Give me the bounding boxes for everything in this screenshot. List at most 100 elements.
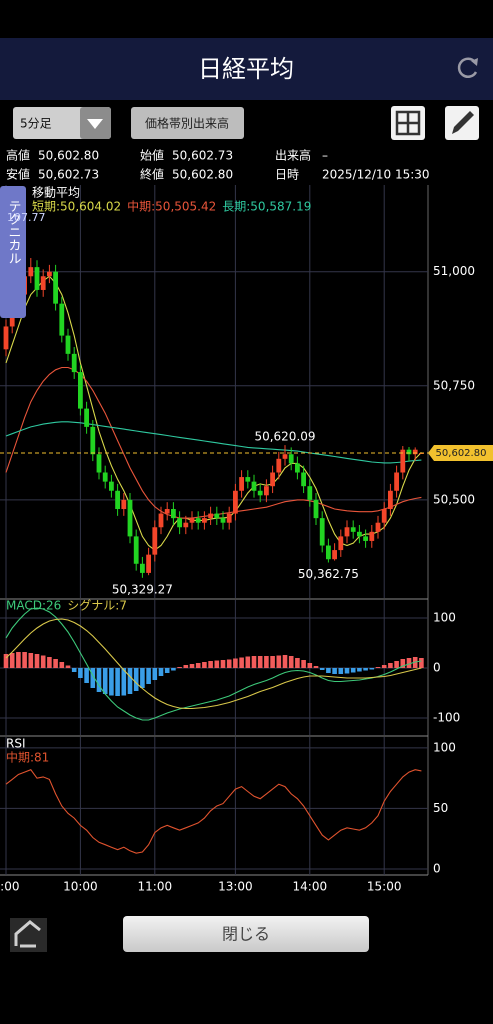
- technical-tab[interactable]: テクニカル 107.77: [0, 186, 46, 318]
- candle-body: [78, 372, 83, 409]
- histogram-bar: [47, 657, 52, 668]
- candle-body: [140, 563, 145, 573]
- icon-glyph: [14, 920, 41, 948]
- header-title: 日経平均: [198, 55, 294, 83]
- last-price-tag: [428, 444, 493, 461]
- x-tick-label: 9:00: [0, 880, 19, 894]
- candle-body: [40, 276, 46, 290]
- y-tick-label: 50: [433, 801, 448, 815]
- histogram-bar: [233, 658, 238, 668]
- histogram-bar: [195, 663, 201, 668]
- x-tick-label: 14:00: [293, 880, 328, 894]
- candle-body: [264, 486, 269, 496]
- histogram-bar: [363, 668, 368, 671]
- layout-button[interactable]: [391, 106, 425, 140]
- info-value: 50,602.73: [172, 149, 233, 163]
- candle-body: [375, 522, 381, 532]
- histogram-bar: [158, 668, 164, 676]
- candle-body: [226, 513, 232, 523]
- candle-body: [301, 472, 306, 487]
- refresh-arrow: [471, 58, 478, 66]
- y-tick-label: 100: [433, 740, 456, 754]
- histogram-bar: [202, 662, 207, 668]
- candle-body: [412, 449, 418, 455]
- candle-body: [71, 353, 77, 373]
- candle-body: [65, 335, 71, 354]
- histogram-bar: [270, 656, 275, 668]
- candle-body: [90, 426, 96, 455]
- indicator-line: [5, 607, 422, 721]
- price-annotation: 50,329.27: [112, 582, 173, 596]
- candle-body: [350, 527, 356, 532]
- histogram-bar: [121, 668, 127, 696]
- histogram-bar: [9, 653, 15, 668]
- candle-body: [164, 509, 170, 514]
- close-button[interactable]: 閉じる: [123, 916, 369, 952]
- candle-body: [109, 481, 114, 491]
- draw-button[interactable]: [445, 106, 479, 140]
- histogram-bar: [394, 661, 399, 668]
- info-label: 始値: [140, 148, 164, 163]
- y-tick-label: 51,000: [433, 264, 475, 278]
- interval-dropdown[interactable]: 5分足: [13, 107, 111, 139]
- histogram-bar: [226, 659, 232, 668]
- histogram-bar: [307, 663, 313, 668]
- candle-body: [326, 545, 331, 560]
- candle-body: [344, 527, 350, 537]
- candle-body: [400, 449, 406, 473]
- histogram-bar: [369, 668, 375, 670]
- tab-box: [0, 186, 26, 318]
- candle-body: [158, 513, 164, 528]
- candle-body: [195, 518, 201, 523]
- pencil-icon: [452, 111, 474, 134]
- candle-body: [276, 458, 282, 473]
- histogram-bar: [53, 659, 58, 668]
- histogram-bar: [177, 667, 182, 668]
- refresh-button[interactable]: [457, 57, 478, 78]
- histogram-bar: [375, 667, 381, 668]
- candle-body: [214, 513, 220, 519]
- histogram-bar: [288, 656, 294, 668]
- candle-body: [183, 522, 189, 528]
- candle-body: [363, 536, 368, 541]
- candle-body: [121, 499, 127, 510]
- moving-average-line: [5, 421, 422, 464]
- histogram-bar: [419, 658, 424, 668]
- histogram-bar: [332, 668, 337, 674]
- histogram-bar: [338, 668, 344, 674]
- candle-body: [220, 518, 226, 523]
- candle-body: [34, 267, 40, 290]
- candle-body: [3, 326, 9, 350]
- histogram-bar: [313, 666, 319, 668]
- info-label: 日時: [275, 168, 299, 182]
- info-label: 高値: [6, 148, 30, 163]
- info-value: 2025/12/10 15:30: [322, 168, 430, 182]
- button-box: [131, 107, 244, 139]
- histogram-bar: [22, 652, 27, 668]
- legend-entry: シグナル:7: [67, 599, 127, 613]
- info-label: 安値: [6, 167, 30, 182]
- info-panel: 高値 50,602.80 始値 50,602.73 出来高 – 安値 50,602.73 終値 5…: [6, 148, 430, 182]
- candle-body: [59, 303, 65, 336]
- chart: 9:00 10:00 11:00 13:00 14:00 15:00 51,000 50,75…: [0, 185, 493, 894]
- histogram-bar: [102, 668, 108, 694]
- legend-title: RSI: [6, 737, 26, 751]
- header-bar: [0, 38, 493, 100]
- volume-button[interactable]: 価格帯別出来高: [131, 107, 244, 139]
- info-value: –: [322, 149, 328, 163]
- y-tick-label: 100: [433, 611, 456, 625]
- candle-body: [357, 531, 362, 537]
- back-icon[interactable]: [10, 918, 47, 952]
- y-tick-label: 50,500: [433, 492, 475, 506]
- histogram-bar: [171, 668, 176, 671]
- candle-body: [152, 527, 158, 555]
- grid-icon: [395, 110, 421, 136]
- candle-body: [233, 490, 238, 514]
- histogram-bar: [326, 668, 331, 673]
- candle-body: [96, 454, 102, 473]
- y-tick-label: 50,750: [433, 378, 475, 392]
- refresh-icon: [457, 57, 478, 78]
- button-label: 価格帯別出来高: [145, 116, 229, 131]
- histogram-bar: [140, 668, 145, 688]
- indicator-line: [5, 769, 422, 854]
